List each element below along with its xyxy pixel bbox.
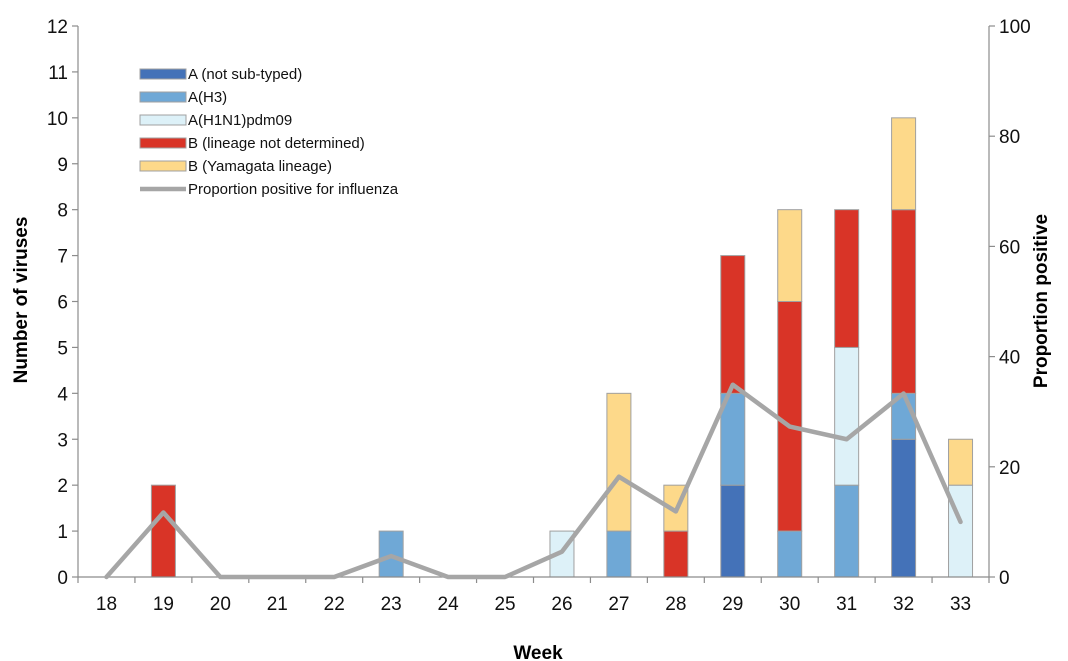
bar-segment [891,438,917,578]
bar-segment [777,301,803,532]
x-tick-label: 25 [494,594,515,615]
bars-layer [150,117,974,578]
x-tick-label: 27 [608,594,629,615]
bar-segment [834,484,860,578]
proportion-line [104,382,963,580]
y-tick-label: 3 [57,430,68,451]
legend-label: A (not sub-typed) [188,66,302,83]
y-tick-label: 9 [57,155,68,176]
y2-tick-label: 100 [999,17,1031,38]
bar-segment [834,209,860,348]
legend-label: Proportion positive for influenza [188,181,399,198]
bar-segment [834,346,860,486]
x-tick-label: 32 [893,594,914,615]
legend-label: A(H1N1)pdm09 [188,112,292,129]
y2-tick-label: 40 [999,348,1020,369]
legend-label: B (Yamagata lineage) [188,158,332,175]
y-tick-label: 6 [57,293,68,314]
legend-swatch [139,114,187,126]
legend: A (not sub-typed) A(H3) A(H1N1)pdm09 B (lin… [139,66,399,198]
bar-segment [720,484,746,578]
legend-label: A(H3) [188,89,227,106]
bar-segment [720,255,746,394]
legend-swatch [139,160,187,172]
x-tick-label: 22 [324,594,345,615]
y2-tick-label: 80 [999,127,1020,148]
y-tick-label: 0 [57,568,68,589]
x-tick-label: 30 [779,594,800,615]
y-tick-label: 2 [57,476,68,497]
bar-segment [606,530,632,578]
bar-segment [606,392,632,532]
y-tick-label: 5 [57,338,68,359]
x-tick-label: 31 [836,594,857,615]
bar-segment [150,484,176,578]
x-tick-label: 19 [153,594,174,615]
y-tick-label: 4 [57,384,68,405]
y-tick-label: 11 [48,63,68,84]
y-tick-label: 1 [57,522,68,543]
bar-segment [891,117,917,211]
x-tick-label: 33 [950,594,971,615]
line-layer [104,382,963,580]
x-tick-label: 21 [267,594,288,615]
x-tick-label: 26 [551,594,572,615]
bar-segment [891,209,917,394]
y2-tick-label: 0 [999,568,1010,589]
y-tick-label: 8 [57,201,68,222]
legend-label: B (lineage not determined) [188,135,365,152]
y-tick-label: 12 [47,17,68,38]
y-axis-title: Number of viruses [11,217,32,384]
legend-swatch [139,68,187,80]
y2-tick-label: 60 [999,237,1020,258]
bar-segment [777,209,803,303]
legend-swatch [139,137,187,149]
y-tick-label: 10 [47,109,68,130]
y2-tick-label: 20 [999,458,1020,479]
x-axis-title: Week [513,643,563,661]
x-tick-label: 28 [665,594,686,615]
bar-segment [720,392,746,486]
legend-swatch [139,91,187,103]
x-tick-label: 29 [722,594,743,615]
bar-segment [663,530,689,578]
y2-axis-title: Proportion positive [1031,214,1052,388]
y-tick-label: 7 [57,247,68,268]
bar-segment [777,530,803,578]
x-tick-label: 24 [438,594,460,615]
x-tick-label: 18 [96,594,117,615]
x-tick-label: 23 [381,594,402,615]
bar-segment [948,438,974,486]
x-tick-label: 20 [210,594,231,615]
